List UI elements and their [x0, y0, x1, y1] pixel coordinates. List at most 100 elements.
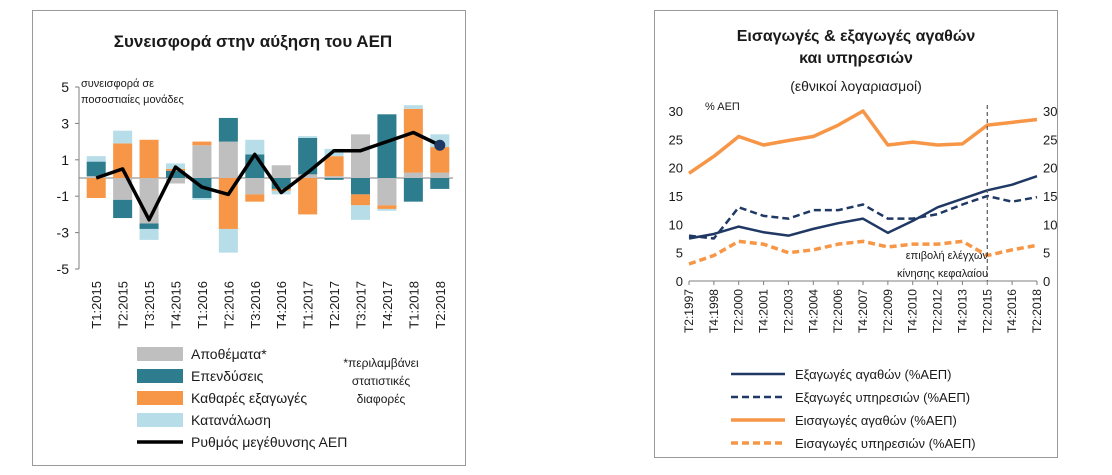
y-tick-label-right: 5: [1043, 246, 1050, 261]
series-line-0: [688, 174, 1038, 240]
bar-T1-2015-series-3: [86, 156, 106, 162]
bar-T3-2016-series-2: [245, 194, 265, 202]
gdp-contribution-chart: Συνεισφορά στην αύξηση του ΑΕΠ συνεισφορ…: [57, 32, 453, 450]
x-tick-label: T2:2015: [116, 281, 131, 329]
bar-T4-2017-series-1: [377, 114, 397, 178]
footnote-line3: διαφορές: [357, 392, 406, 406]
bar-T2-2016-series-0: [218, 141, 238, 178]
bar-T4-2016-series-0: [271, 165, 291, 178]
bar-T4-2015-series-0: [165, 178, 186, 184]
bar-T1-2018-series-2: [403, 108, 423, 173]
bar-T2-2017-series-2: [324, 156, 344, 177]
x-tick-label: T2:1997: [682, 289, 696, 333]
y-tick-label-left: 15: [669, 189, 683, 204]
legend-swatch: [137, 413, 183, 427]
bar-T1-2015-series-1: [86, 161, 106, 177]
legend-swatch: [137, 347, 183, 361]
series-line-3: [688, 239, 1038, 266]
x-tick-label: T4:2015: [169, 281, 184, 329]
legend-label: Κατανάλωση: [191, 412, 271, 428]
vline-annotation-line1: επιβολή ελέγχων: [906, 250, 989, 262]
x-tick-label: T1:2017: [301, 281, 316, 329]
bar-T3-2016-series-3: [245, 139, 265, 155]
legend-label: Εξαγωγές αγαθών (%ΑΕΠ): [795, 367, 951, 382]
bar-T4-2015-series-1: [165, 170, 186, 178]
x-tick-label: T4:2001: [757, 289, 771, 333]
bar-T4-2017-series-0: [377, 178, 397, 206]
legend-label: Αποθέματα*: [191, 346, 267, 362]
bar-T3-2015-series-2: [139, 139, 159, 178]
chart-title-line1: Εισαγωγές & εξαγωγές αγαθών: [737, 28, 976, 45]
x-tick-label: T4:2016: [1005, 289, 1019, 333]
x-tick-label: T4:2013: [955, 289, 969, 333]
footnote-line2: στατιστικές: [352, 374, 410, 388]
x-tick-label: T2:2006: [831, 289, 845, 333]
bar-T4-2017-series-2: [377, 205, 397, 209]
bar-T1-2018-series-0: [403, 172, 423, 178]
y-tick-label-right: 10: [1043, 217, 1057, 232]
y-tick-label: 5: [61, 79, 69, 95]
x-tick-label: T3:2017: [354, 281, 369, 329]
x-tick-label: T2:2012: [931, 289, 945, 333]
y-tick-label-right: 30: [1043, 104, 1057, 119]
bar-T3-2016-series-0: [245, 178, 265, 195]
bar-T1-2016-series-2: [192, 141, 212, 146]
legend-label: Εξαγωγές υπηρεσιών (%ΑΕΠ): [795, 390, 970, 405]
bar-T3-2017-series-3: [350, 205, 371, 220]
legend-label: Εισαγωγές υπηρεσιών (%ΑΕΠ): [795, 436, 976, 451]
bar-T3-2017-series-1: [350, 178, 371, 195]
bar-T4-2017-series-3: [377, 208, 397, 211]
y-tick-label: 1: [61, 152, 69, 168]
x-tick-label: T4:2017: [380, 281, 395, 329]
bar-T3-2017-series-0: [350, 134, 371, 178]
x-tick-label: T2:2003: [781, 289, 795, 333]
x-tick-label: T2:2018: [1030, 289, 1044, 333]
bar-T1-2017-series-3: [298, 136, 318, 138]
bar-T1-2017-series-0: [298, 174, 318, 178]
y-tick-label-left: 0: [676, 274, 683, 289]
chart-title-line2: και υπηρεσιών: [799, 50, 913, 67]
x-tick-label: T2:2017: [327, 281, 342, 329]
bar-T2-2016-series-2: [218, 178, 238, 229]
x-tick-label: T3:2016: [248, 281, 263, 329]
legend-label: Ρυθμός μεγέθυνσης ΑΕΠ: [191, 434, 347, 450]
bar-T3-2015-series-1: [139, 223, 159, 229]
y-tick-label-left: 30: [669, 104, 683, 119]
y-tick-label-right: 20: [1043, 161, 1057, 176]
vline-annotation-line2: κίνησης κεφαλαίου: [897, 268, 988, 280]
x-tick-label: T1:2015: [89, 281, 104, 329]
x-tick-label: T1:2018: [406, 281, 421, 329]
gdp-growth-line: [95, 130, 441, 222]
x-tick-label: T2:2000: [732, 289, 746, 333]
y-tick-label-right: 15: [1043, 189, 1057, 204]
x-tick-label: T2:2016: [221, 281, 236, 329]
chart-title: Συνεισφορά στην αύξηση του ΑΕΠ: [114, 32, 392, 51]
y-axis-label-line2: ποσοστιαίες μονάδες: [81, 94, 184, 106]
series-line-1: [688, 194, 1038, 240]
legend-label: Εισαγωγές αγαθών (%ΑΕΠ): [795, 413, 957, 428]
bar-T2-2018-series-1: [430, 178, 450, 189]
bar-T1-2018-series-1: [403, 178, 423, 202]
y-tick-label: 3: [61, 115, 69, 131]
y-tick-label: -5: [57, 261, 70, 277]
bar-T2-2016-series-3: [218, 228, 238, 253]
bar-T2-2015-series-3: [113, 130, 133, 144]
x-tick-label: T2:2015: [980, 289, 994, 333]
bar-T2-2017-series-1: [324, 178, 344, 180]
x-tick-label: T4:2016: [274, 281, 289, 329]
y-tick-label-left: 20: [669, 161, 683, 176]
gdp-contribution-chart-panel: Συνεισφορά στην αύξηση του ΑΕΠ συνεισφορ…: [32, 10, 466, 466]
gdp-growth-last-point: [434, 139, 446, 151]
x-tick-label: T2:2009: [881, 289, 895, 333]
bar-T3-2017-series-2: [350, 194, 371, 206]
bar-T3-2015-series-3: [139, 228, 159, 240]
x-tick-label: T3:2015: [142, 281, 157, 329]
x-tick-label: T1:2016: [195, 281, 210, 329]
y-tick-label-right: 25: [1043, 132, 1057, 147]
bar-T2-2018-series-0: [430, 172, 450, 178]
x-tick-label: T4:2010: [906, 289, 920, 333]
legend-swatch: [137, 369, 183, 383]
bar-T1-2017-series-1: [298, 137, 318, 175]
bar-T1-2015-series-2: [86, 178, 106, 199]
bar-T1-2016-series-3: [192, 198, 212, 200]
